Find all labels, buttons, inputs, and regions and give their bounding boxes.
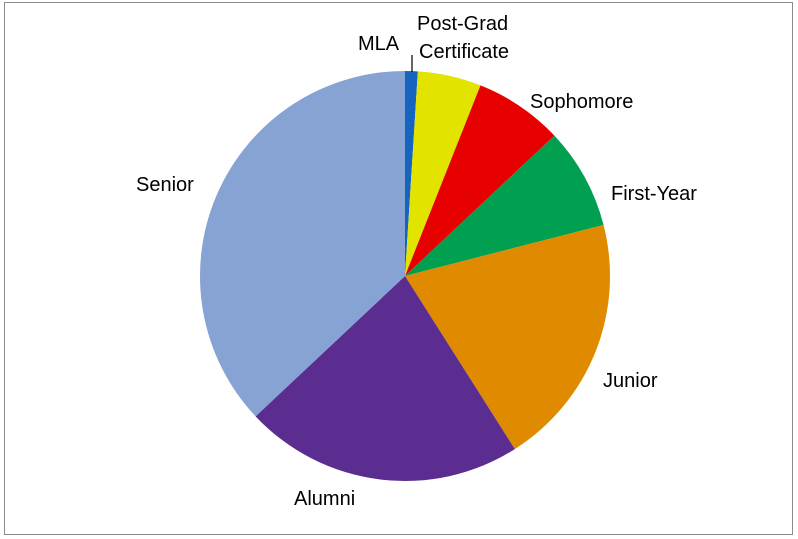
label-senior: Senior — [136, 174, 194, 196]
label-first-year: First-Year — [611, 183, 697, 205]
pie-slice-sophomore — [405, 85, 555, 277]
label-mla: MLA — [358, 33, 400, 55]
pie-slice-post-grad-certificate — [405, 71, 481, 277]
pie-slice-first-year — [405, 135, 604, 276]
pie-slice-alumni — [255, 276, 515, 481]
pie-slice-junior — [405, 225, 611, 450]
label-post-grad-line1: Post-Grad — [417, 13, 508, 35]
pie-slice-mla — [405, 70, 418, 276]
label-post-grad-line2: Certificate — [419, 41, 509, 63]
pie-slices — [200, 70, 611, 481]
pie-slice-senior — [200, 71, 405, 417]
slice-labels: MLA Post-Grad Certificate Sophomore Firs… — [136, 13, 697, 510]
label-sophomore: Sophomore — [530, 91, 633, 113]
label-junior: Junior — [603, 370, 658, 392]
label-alumni: Alumni — [294, 488, 355, 510]
